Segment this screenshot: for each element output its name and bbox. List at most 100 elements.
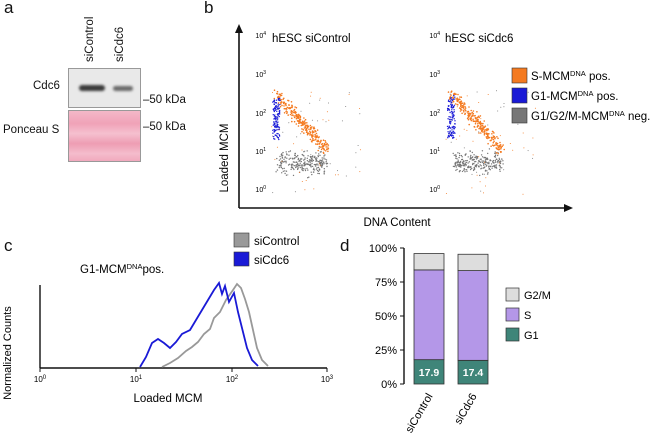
scatter-point-s [289, 113, 292, 116]
scatter-point-s [450, 91, 453, 93]
scatter-point-neg [456, 168, 458, 171]
scatter-point-g1 [276, 108, 278, 111]
scatter-point-s [460, 96, 463, 98]
scatter-point-outlier [310, 95, 312, 97]
scatter-point-s [327, 144, 330, 146]
scatter-point-s [499, 141, 501, 144]
scatter-point-neg [304, 158, 306, 161]
scatter-point-outlier [288, 122, 290, 124]
scatter-point-g1 [274, 122, 276, 125]
scatter-point-neg [316, 167, 318, 169]
scatter-point-s [283, 112, 286, 114]
scatter-point-neg [324, 154, 326, 156]
scatter-point-neg [320, 161, 323, 164]
scatter-point-neg [494, 154, 497, 157]
scatter-point-s [318, 136, 320, 138]
scatter-point-s [471, 111, 474, 114]
scatter-point-outlier [287, 174, 289, 176]
scatter-point-g1 [449, 111, 451, 114]
scatter-point-neg [466, 159, 468, 162]
scatter-point-outlier [337, 170, 338, 172]
scatter-point-s [497, 152, 500, 155]
scatter-point-neg [285, 151, 287, 153]
histogram-y-axis-label: Normalized Counts [2, 306, 14, 400]
bar-chart-legend: G2/M S G1 [505, 287, 551, 342]
scatter-point-outlier [313, 188, 315, 190]
scatter-point-neg [501, 167, 503, 169]
scatter-point-s [490, 145, 492, 147]
scatter-point-neg [483, 166, 486, 168]
y-tick-label: 103 [429, 70, 440, 79]
scatter-point-s [285, 108, 288, 110]
scatter-point-g1 [449, 122, 451, 124]
scatter-point-s [453, 93, 455, 96]
scatter-point-g1 [273, 121, 275, 123]
scatter-point-outlier [471, 173, 473, 175]
scatter-point-neg [453, 154, 455, 156]
scatter-point-neg [453, 165, 456, 168]
scatter-point-s [304, 126, 307, 129]
scatter-point-s [478, 116, 481, 119]
scatter-point-neg [488, 148, 491, 150]
scatter-point-neg [309, 160, 311, 163]
scatter-point-s [311, 130, 314, 132]
scatter-point-s [304, 122, 307, 124]
bar-legend-label: S [524, 310, 531, 322]
scatter-point-neg [484, 163, 486, 166]
scatter-point-s [312, 131, 314, 133]
legend-swatch-neg [511, 107, 528, 124]
scatter-point-outlier [503, 169, 505, 171]
scatter-point-s [291, 117, 293, 120]
scatter-point-neg [455, 166, 457, 168]
scatter-point-s [467, 117, 469, 119]
scatter-point-neg [463, 160, 465, 162]
scatter-point-neg [316, 169, 319, 172]
scatter-point-outlier [323, 148, 325, 150]
scatter-point-s [317, 149, 320, 152]
scatter-point-neg [313, 167, 315, 169]
scatter-point-s [304, 118, 307, 121]
scatter-y-ticks-right: 100 101 102 103 104 [429, 31, 440, 194]
scatter-point-outlier [355, 152, 357, 154]
scatter-point-neg [472, 158, 475, 161]
flow-scatter-panel: Loaded MCM DNA Content hESC siControl hE… [219, 24, 650, 229]
scatter-point-g1 [446, 125, 449, 128]
panel-letter-b: b [204, 0, 214, 17]
scatter-point-s [476, 111, 478, 113]
scatter-point-outlier [274, 158, 276, 160]
bar-segment-g1 [413, 359, 445, 385]
scatter-point-neg [293, 168, 295, 171]
scatter-point-outlier [359, 113, 361, 115]
scatter-point-g1 [451, 109, 453, 111]
scatter-point-neg [462, 163, 464, 165]
scatter-point-outlier [328, 119, 330, 121]
scatter-point-s [308, 128, 310, 130]
scatter-point-neg [474, 165, 476, 168]
scatter-point-s [301, 128, 303, 130]
scatter-point-outlier [532, 137, 534, 139]
scatter-point-outlier [345, 106, 347, 107]
scatter-point-outlier [517, 123, 519, 125]
legend-swatch-sicdc6 [233, 251, 250, 267]
scatter-point-neg [483, 157, 485, 159]
scatter-point-neg [482, 160, 485, 162]
y-tick-label: 101 [429, 147, 440, 156]
scatter-point-neg [306, 150, 308, 152]
scatter-point-neg [499, 165, 501, 167]
scatter-point-neg [493, 162, 495, 164]
scatter-point-s [483, 134, 486, 136]
scatter-point-g1 [276, 110, 278, 113]
scatter-point-neg [488, 167, 491, 170]
scatter-point-neg [286, 157, 288, 159]
scatter-point-neg [497, 159, 499, 162]
scatter-point-s [479, 125, 482, 127]
y-axis-arrow [235, 24, 243, 33]
scatter-point-neg [318, 147, 320, 149]
scatter-point-neg [482, 173, 484, 175]
scatter-point-neg [464, 153, 467, 156]
scatter-point-outlier [445, 138, 447, 140]
scatter-point-g1 [276, 129, 278, 131]
scatter-point-neg [481, 150, 484, 152]
scatter-point-s [301, 124, 304, 126]
scatter-point-neg [287, 164, 290, 166]
